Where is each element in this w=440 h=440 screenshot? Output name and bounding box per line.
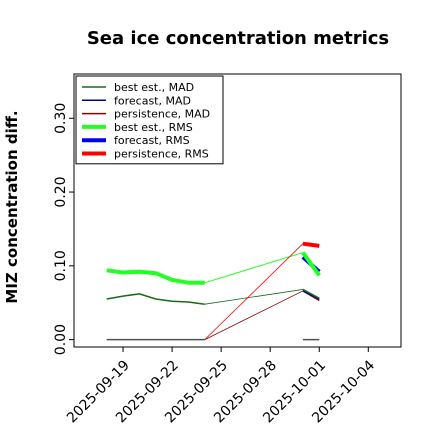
legend-label-4: forecast, RMS <box>114 134 190 147</box>
series-line-6 <box>301 251 321 277</box>
plot-area <box>106 241 321 341</box>
legend-box <box>75 75 224 165</box>
legend-label-3: best est., RMS <box>114 121 193 134</box>
legend-label-5: persistence, RMS <box>114 148 209 161</box>
y-axis-label: MIZ concentration diff. <box>3 110 21 303</box>
legend-label-2: persistence, MAD <box>114 108 210 121</box>
connector-line-2 <box>204 243 304 340</box>
series-line-4 <box>302 241 320 248</box>
y-tick-label-3: 0.30 <box>53 103 69 134</box>
y-tick-label-0: 0.00 <box>53 324 69 355</box>
chart-title: Sea ice concentration metrics <box>87 28 389 49</box>
legend-label-0: best est., MAD <box>114 81 194 94</box>
y-tick-label-2: 0.20 <box>53 176 69 207</box>
legend-label-1: forecast, MAD <box>114 94 191 107</box>
series-line-3 <box>106 268 205 285</box>
series-line-9 <box>302 288 320 299</box>
connector-line-0 <box>204 252 304 284</box>
y-tick-label-1: 0.10 <box>53 250 69 281</box>
connector-line-1 <box>204 289 303 305</box>
plot-frame <box>73 73 402 348</box>
connector-line-3 <box>204 290 304 340</box>
series-line-0 <box>106 293 205 305</box>
